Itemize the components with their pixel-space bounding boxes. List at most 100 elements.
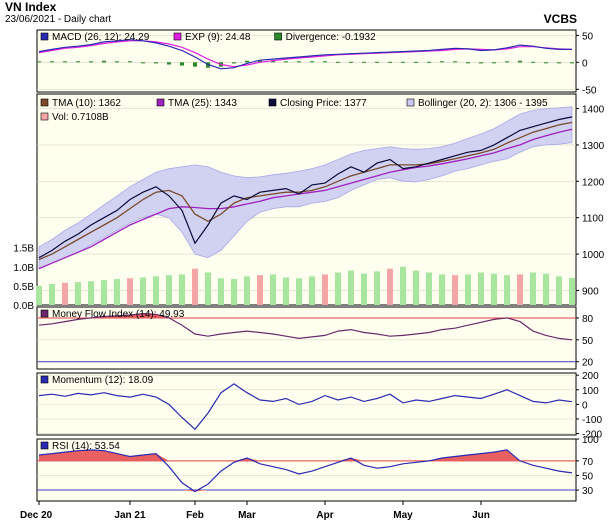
rsi-oversold-fill: [182, 490, 195, 492]
macd-divergence-bar: [50, 61, 54, 63]
volume-bar: [374, 271, 380, 305]
x-axis-label-1: Jan 21: [114, 510, 146, 521]
volume-bar: [205, 272, 211, 305]
macd-divergence-bar: [63, 61, 67, 63]
volume-legend-label: Vol: 0.7108B: [52, 112, 109, 123]
momentum-tick-label-3: -100: [582, 415, 602, 426]
tma10-legend-label: TMA (10): 1362: [52, 98, 121, 109]
x-axis-label-5: May: [393, 510, 413, 521]
macd-divergence-bar: [310, 61, 314, 63]
volume-bar: [127, 278, 133, 305]
volume-bar: [400, 266, 406, 305]
tma25-legend-swatch: [156, 98, 165, 107]
macd-divergence-bar: [492, 62, 496, 64]
volume-tick-label-0: 1.5B: [13, 244, 34, 255]
volume-bar: [36, 285, 42, 305]
rsi-legend-label-0: RSI (14): 53.54: [52, 441, 120, 452]
x-axis-label-2: Feb: [186, 510, 204, 521]
macd-divergence-bar: [479, 62, 483, 64]
volume-tick-label-2: 0.5B: [13, 282, 34, 293]
macd-tick-label-1: 0: [582, 58, 588, 69]
macd-divergence-bar: [531, 61, 535, 63]
rsi-overbought-fill: [117, 453, 130, 461]
momentum-legend-swatch-0: [40, 375, 49, 384]
macd-divergence-bar: [336, 61, 340, 63]
volume-bar: [88, 281, 94, 305]
macd-divergence-bar: [245, 60, 249, 63]
closing-price-line: [38, 116, 573, 259]
macd-tick-label-0: 50: [582, 31, 594, 42]
macd-divergence-bar: [505, 61, 509, 63]
mfi-legend-label-0: Money Flow Index (14): 49.93: [52, 309, 185, 320]
volume-bar: [257, 275, 263, 305]
rsi-line: [38, 449, 573, 493]
volume-bar: [413, 270, 419, 305]
volume-tick-label-3: 0.0B: [13, 301, 34, 312]
volume-bar: [517, 274, 523, 305]
rsi-overbought-fill: [156, 453, 169, 461]
tma10-legend-swatch: [40, 98, 49, 107]
macd-divergence-bar: [193, 62, 197, 67]
volume-bar: [387, 268, 393, 305]
momentum-tick-label-1: 100: [582, 386, 599, 397]
macd-legend-swatch-1: [173, 32, 182, 41]
macd-line: [38, 39, 572, 70]
rsi-overbought-fill: [39, 453, 52, 461]
mfi-tick-label-0: 80: [582, 314, 594, 325]
rsi-tick-label-0: 100: [582, 435, 599, 446]
macd-divergence-bar: [518, 60, 522, 63]
macd-divergence-bar: [180, 62, 184, 66]
mfi-line: [38, 312, 573, 341]
tma10-line: [38, 121, 573, 261]
volume-bar: [114, 279, 120, 305]
rsi-overbought-fill: [234, 457, 247, 461]
rsi-legend-swatch-0: [40, 441, 49, 450]
macd-legend-label-0: MACD (26, 12): 24.29: [52, 32, 150, 43]
macd-divergence-bar: [349, 61, 353, 63]
macd-divergence-bar: [427, 61, 431, 63]
rsi-overbought-fill: [52, 452, 65, 461]
volume-bar: [296, 278, 302, 305]
x-axis-label-3: Mar: [238, 510, 256, 521]
volume-bar: [270, 274, 276, 305]
bollinger-legend-swatch: [406, 98, 415, 107]
bollinger-legend-label: Bollinger (20, 2): 1306 - 1395: [418, 98, 548, 109]
macd-divergence-bar: [167, 62, 171, 65]
volume-legend-swatch: [40, 112, 49, 121]
mfi-legend-swatch-0: [40, 309, 49, 318]
macd-divergence-bar: [544, 62, 548, 64]
rsi-overbought-fill: [247, 457, 260, 461]
x-axis-label-6: Jun: [472, 510, 490, 521]
momentum-line: [38, 383, 573, 431]
x-axis-label-0: Dec 20: [20, 510, 53, 521]
price-tick-label-4: 1000: [582, 250, 605, 261]
rsi-overbought-fill: [91, 449, 104, 461]
volume-bar: [530, 272, 536, 305]
volume-bar: [166, 275, 172, 305]
macd-divergence-bar: [284, 61, 288, 63]
rsi-plot-area: [36, 438, 577, 502]
macd-divergence-bar: [232, 62, 236, 64]
momentum-plot-area: [36, 372, 577, 436]
volume-bar: [504, 275, 510, 305]
volume-bar: [556, 276, 562, 305]
macd-divergence-bar: [102, 60, 106, 63]
macd-divergence-bar: [115, 61, 119, 63]
volume-bar: [491, 273, 497, 305]
volume-bar: [543, 273, 549, 305]
volume-bar: [335, 272, 341, 305]
macd-divergence-bar: [76, 61, 80, 63]
chart-subtitle: 23/06/2021 - Daily chart: [5, 14, 112, 25]
price-tick-label-3: 1100: [582, 214, 604, 225]
price-tick-label-1: 1300: [582, 141, 605, 152]
momentum-tick-label-2: 0: [582, 400, 588, 411]
rsi-overbought-fill: [78, 449, 91, 461]
volume-bar: [569, 277, 575, 305]
rsi-oversold-fill: [195, 490, 208, 492]
rsi-tick-label-1: 70: [582, 457, 594, 468]
tma25-line: [38, 128, 573, 270]
macd-divergence-bar: [401, 61, 405, 63]
rsi-overbought-fill: [338, 457, 351, 461]
macd-divergence-bar: [154, 62, 158, 64]
mfi-tick-label-1: 50: [582, 336, 594, 347]
